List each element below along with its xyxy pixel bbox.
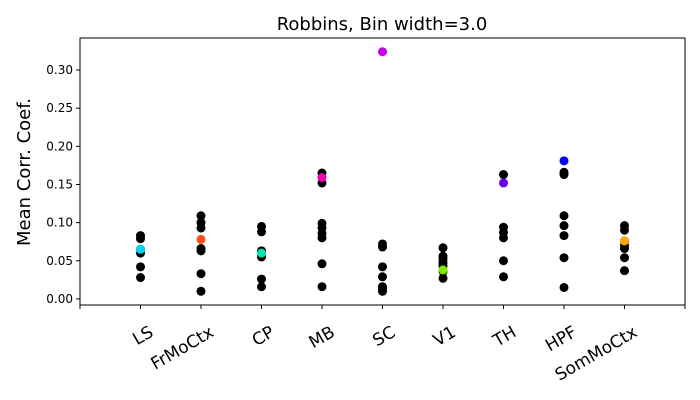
chart-title: Robbins, Bin width=3.0 [277, 14, 488, 35]
data-points [136, 47, 629, 296]
data-point-th [499, 233, 508, 243]
data-point-frmoctx [196, 269, 206, 279]
data-point-sc [378, 272, 387, 282]
data-point-frmoctx [196, 211, 206, 221]
data-point-v1-highlight [438, 265, 448, 275]
data-point-v1 [438, 243, 448, 253]
y-tick-label: 0.15 [46, 177, 73, 191]
x-tick-label-th: TH [489, 322, 520, 351]
data-point-hpf [559, 282, 569, 292]
data-point-sommoctx [620, 225, 629, 235]
data-point-hpf [559, 231, 569, 241]
x-tick-label-frmoctx: FrMoCtx [148, 322, 218, 374]
y-axis-label: Mean Corr. Coef. [14, 98, 35, 246]
data-point-cp [257, 274, 266, 284]
x-tick-label-mb: MB [306, 322, 339, 352]
data-point-frmoctx [196, 246, 206, 256]
data-point-hpf [559, 253, 569, 263]
data-point-frmoctx-highlight [196, 234, 206, 244]
y-tick-label: 0.20 [46, 139, 73, 153]
data-point-sommoctx [620, 253, 629, 263]
data-point-mb [317, 233, 327, 243]
data-point-mb [317, 282, 327, 292]
data-point-th [499, 256, 508, 266]
y-tick-label: 0.00 [46, 292, 73, 306]
x-tick-label-ls: LS [129, 322, 157, 349]
data-point-ls [136, 273, 145, 283]
data-point-th [499, 272, 508, 282]
data-point-th [499, 170, 508, 180]
y-axis: 0.00 0.05 0.10 0.15 0.20 0.25 0.30 [46, 63, 80, 306]
data-point-mb [317, 259, 327, 269]
y-tick-label: 0.25 [46, 101, 73, 115]
x-tick-label-hpf: HPF [542, 322, 580, 356]
data-point-cp [257, 227, 266, 237]
data-point-sommoctx-highlight [620, 236, 629, 246]
data-point-mb-highlight [317, 173, 327, 183]
data-point-hpf [559, 221, 569, 231]
data-point-ls-highlight [136, 244, 145, 254]
data-point-sommoctx [620, 244, 629, 254]
data-point-sc [378, 242, 387, 252]
data-point-frmoctx [196, 223, 206, 233]
y-tick-label: 0.05 [46, 254, 73, 268]
data-point-hpf [559, 211, 569, 221]
x-tick-label-sc: SC [369, 322, 399, 351]
data-point-sc [378, 286, 387, 296]
y-tick-label: 0.30 [46, 63, 73, 77]
y-tick-label: 0.10 [46, 216, 73, 230]
data-point-sc [378, 262, 387, 272]
data-point-frmoctx [196, 286, 206, 296]
x-tick-label-v1: V1 [430, 322, 459, 351]
data-point-hpf [559, 170, 569, 180]
data-point-sommoctx [620, 266, 629, 276]
data-point-sc-highlight [378, 47, 387, 57]
data-point-ls [136, 262, 145, 272]
data-point-v1 [438, 273, 448, 283]
data-point-cp [257, 282, 266, 292]
data-point-hpf-highlight [559, 156, 569, 166]
data-point-th-highlight [499, 178, 508, 188]
data-point-ls [136, 234, 145, 244]
data-point-cp-highlight [257, 248, 266, 258]
x-tick-label-cp: CP [249, 322, 278, 350]
